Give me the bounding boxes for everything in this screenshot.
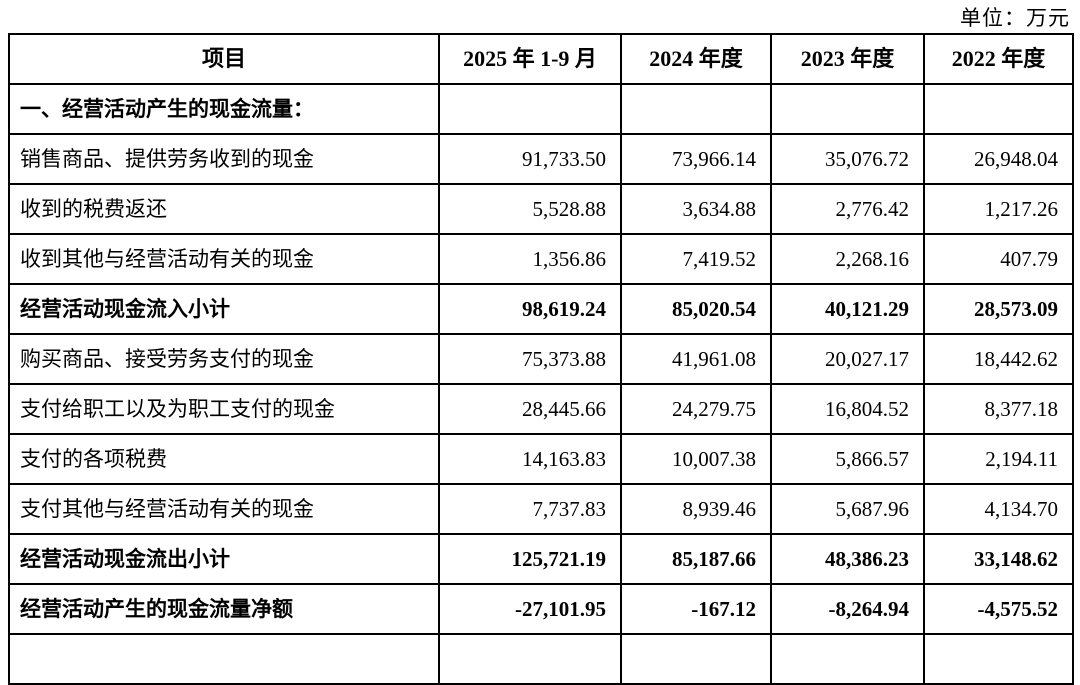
value-cell: 2,194.11 — [923, 433, 1074, 485]
value-cell: 14,163.83 — [438, 433, 622, 485]
row-label: 一、经营活动产生的现金流量： — [8, 83, 440, 135]
value-cell — [620, 83, 772, 135]
row-label: 购买商品、接受劳务支付的现金 — [8, 333, 440, 385]
row-label: 收到的税费返还 — [8, 183, 440, 235]
row-label: 经营活动现金流出小计 — [8, 533, 440, 585]
column-header-2022: 2022 年度 — [923, 33, 1074, 85]
row-label: 支付给职工以及为职工支付的现金 — [8, 383, 440, 435]
value-cell: 85,020.54 — [620, 283, 772, 335]
row-label: 经营活动产生的现金流量净额 — [8, 583, 440, 635]
column-header-item: 项目 — [8, 33, 440, 85]
value-cell: 73,966.14 — [620, 133, 772, 185]
value-cell: -27,101.95 — [438, 583, 622, 635]
row-label: 支付其他与经营活动有关的现金 — [8, 483, 440, 535]
value-cell: -8,264.94 — [770, 583, 925, 635]
value-cell: 20,027.17 — [770, 333, 925, 385]
value-cell — [923, 83, 1074, 135]
value-cell: -167.12 — [620, 583, 772, 635]
table-row: 支付的各项税费 14,163.83 10,007.38 5,866.57 2,194.1… — [8, 433, 1074, 485]
table-row: 一、经营活动产生的现金流量： — [8, 83, 1074, 135]
value-cell — [923, 633, 1074, 685]
value-cell — [770, 83, 925, 135]
value-cell: 7,419.52 — [620, 233, 772, 285]
table-row: 收到的税费返还 5,528.88 3,634.88 2,776.42 1,217.26 — [8, 183, 1074, 235]
value-cell: 7,737.83 — [438, 483, 622, 535]
value-cell: 1,217.26 — [923, 183, 1074, 235]
table-row: 销售商品、提供劳务收到的现金 91,733.50 73,966.14 35,076.7… — [8, 133, 1074, 185]
row-label: 收到其他与经营活动有关的现金 — [8, 233, 440, 285]
value-cell: 91,733.50 — [438, 133, 622, 185]
value-cell: 8,939.46 — [620, 483, 772, 535]
value-cell: 28,445.66 — [438, 383, 622, 435]
cash-flow-table: 项目 2025 年 1-9 月 2024 年度 2023 年度 2022 年度 … — [8, 33, 1074, 685]
value-cell: 2,776.42 — [770, 183, 925, 235]
value-cell: 18,442.62 — [923, 333, 1074, 385]
value-cell: 125,721.19 — [438, 533, 622, 585]
value-cell: -4,575.52 — [923, 583, 1074, 635]
value-cell: 40,121.29 — [770, 283, 925, 335]
value-cell: 41,961.08 — [620, 333, 772, 385]
table-row: 收到其他与经营活动有关的现金 1,356.86 7,419.52 2,268.16 40… — [8, 233, 1074, 285]
value-cell: 24,279.75 — [620, 383, 772, 435]
row-label: 支付的各项税费 — [8, 433, 440, 485]
row-label — [8, 633, 440, 685]
value-cell — [620, 633, 772, 685]
table-row: 经营活动产生的现金流量净额 -27,101.95 -167.12 -8,264.94-… — [8, 583, 1074, 635]
header-row: 项目 2025 年 1-9 月 2024 年度 2023 年度 2022 年度 — [8, 33, 1074, 85]
value-cell: 16,804.52 — [770, 383, 925, 435]
value-cell: 1,356.86 — [438, 233, 622, 285]
column-header-2023: 2023 年度 — [770, 33, 925, 85]
table-row-partial — [8, 633, 1074, 685]
value-cell: 5,866.57 — [770, 433, 925, 485]
value-cell: 28,573.09 — [923, 283, 1074, 335]
value-cell — [438, 83, 622, 135]
value-cell: 5,528.88 — [438, 183, 622, 235]
value-cell: 4,134.70 — [923, 483, 1074, 535]
value-cell: 10,007.38 — [620, 433, 772, 485]
value-cell: 35,076.72 — [770, 133, 925, 185]
value-cell: 85,187.66 — [620, 533, 772, 585]
value-cell: 75,373.88 — [438, 333, 622, 385]
table-row: 支付其他与经营活动有关的现金 7,737.83 8,939.46 5,687.96 4,… — [8, 483, 1074, 535]
table-row: 购买商品、接受劳务支付的现金 75,373.88 41,961.08 20,027.1… — [8, 333, 1074, 385]
value-cell: 26,948.04 — [923, 133, 1074, 185]
table-row: 经营活动现金流出小计 125,721.19 85,187.66 48,386.23 33… — [8, 533, 1074, 585]
value-cell: 3,634.88 — [620, 183, 772, 235]
value-cell: 407.79 — [923, 233, 1074, 285]
column-header-2024: 2024 年度 — [620, 33, 772, 85]
table-row: 支付给职工以及为职工支付的现金 28,445.66 24,279.75 16,804.… — [8, 383, 1074, 435]
table-row: 经营活动现金流入小计 98,619.24 85,020.54 40,121.29 28,… — [8, 283, 1074, 335]
value-cell: 8,377.18 — [923, 383, 1074, 435]
value-cell: 48,386.23 — [770, 533, 925, 585]
column-header-2025-1-9: 2025 年 1-9 月 — [438, 33, 622, 85]
value-cell: 2,268.16 — [770, 233, 925, 285]
value-cell — [770, 633, 925, 685]
row-label: 经营活动现金流入小计 — [8, 283, 440, 335]
row-label: 销售商品、提供劳务收到的现金 — [8, 133, 440, 185]
value-cell — [438, 633, 622, 685]
value-cell: 5,687.96 — [770, 483, 925, 535]
value-cell: 98,619.24 — [438, 283, 622, 335]
unit-label: 单位：万元 — [960, 6, 1070, 30]
value-cell: 33,148.62 — [923, 533, 1074, 585]
